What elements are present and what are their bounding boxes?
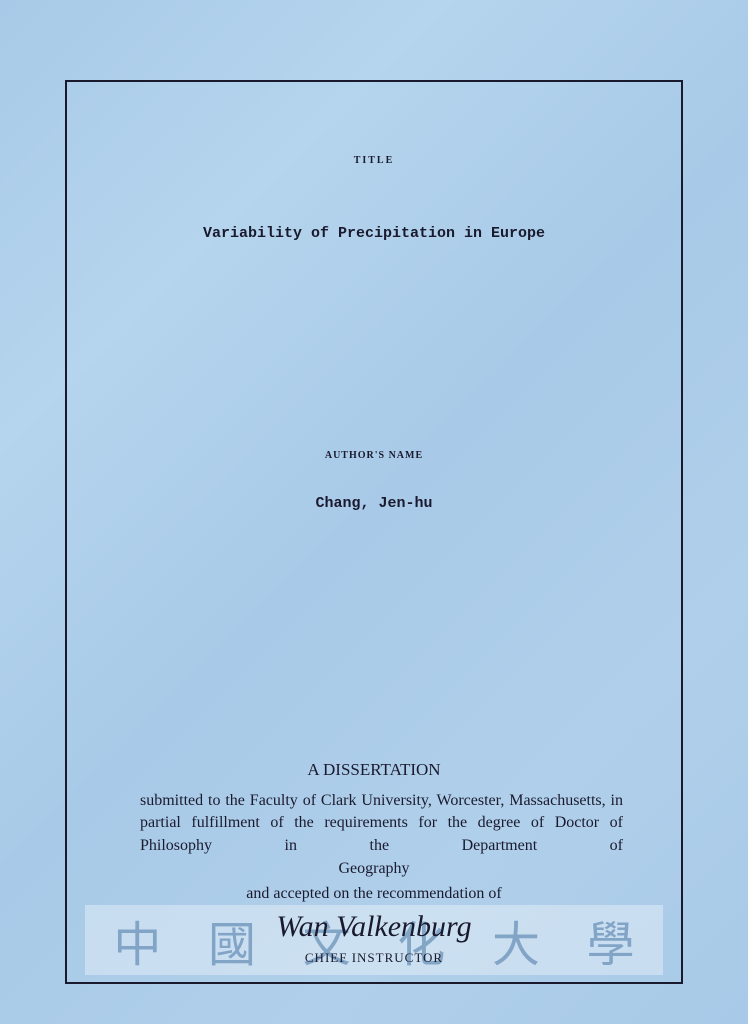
department-name: Geography bbox=[0, 860, 748, 878]
signature: Wan Valkenburg bbox=[0, 910, 748, 944]
title-label: TITLE bbox=[0, 155, 748, 166]
dissertation-title: Variability of Precipitation in Europe bbox=[0, 225, 748, 242]
dissertation-heading: A DISSERTATION bbox=[0, 760, 748, 780]
dissertation-body: submitted to the Faculty of Clark Univer… bbox=[140, 790, 623, 857]
accepted-text: and accepted on the recommendation of bbox=[0, 885, 748, 903]
chief-instructor-label: CHIEF INSTRUCTOR bbox=[0, 950, 748, 966]
author-label: AUTHOR'S NAME bbox=[0, 450, 748, 461]
author-name: Chang, Jen-hu bbox=[0, 495, 748, 512]
